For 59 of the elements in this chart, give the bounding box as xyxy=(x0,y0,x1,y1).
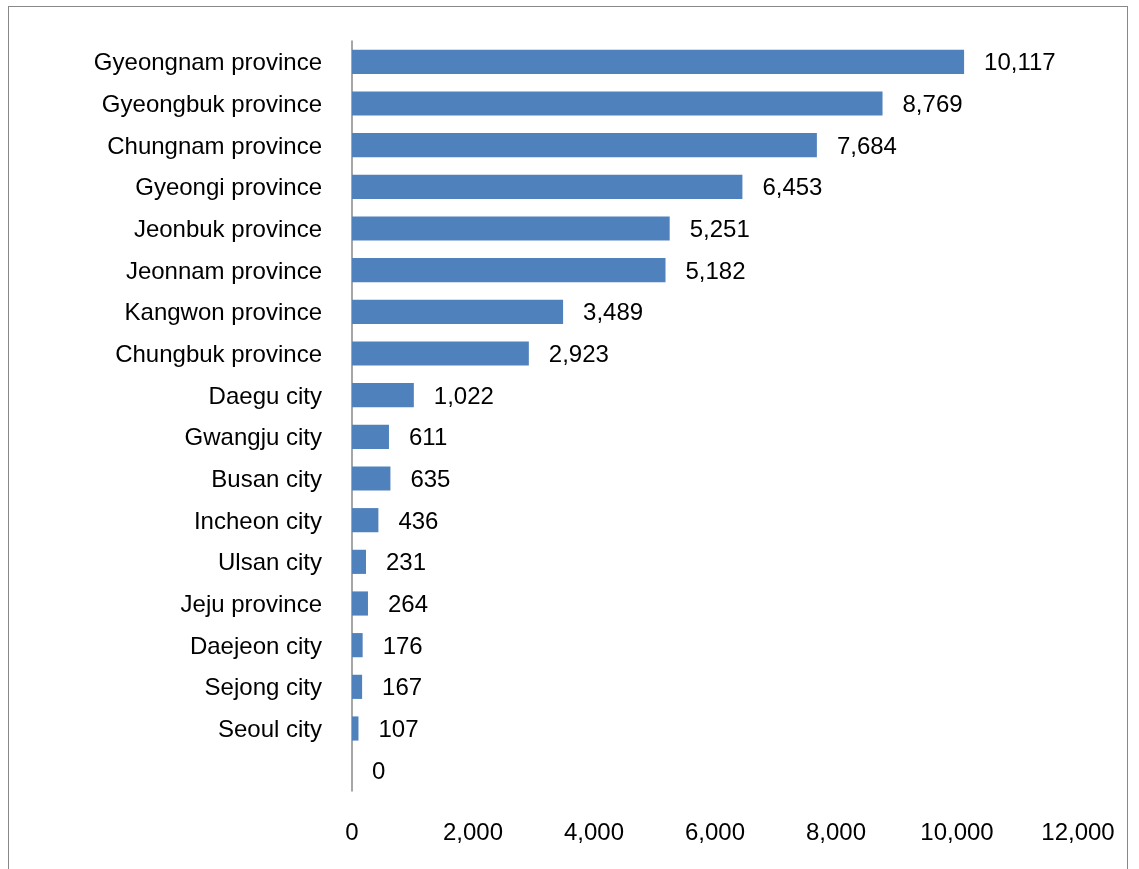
y-tick-label: Gyeongi province xyxy=(135,173,322,201)
data-label: 6,453 xyxy=(762,173,823,201)
y-tick-label: Jeonnam province xyxy=(125,256,322,284)
y-tick-label: Kangwon province xyxy=(124,298,322,326)
bar xyxy=(352,341,529,366)
data-label: 107 xyxy=(378,715,419,742)
y-tick-label: Gyeongbuk province xyxy=(101,90,322,117)
bar xyxy=(352,591,368,616)
y-tick-label: Ulsan city xyxy=(217,548,322,576)
data-label: 8,769 xyxy=(902,90,963,117)
bar xyxy=(352,216,670,241)
data-label: 5,182 xyxy=(685,256,746,284)
data-label: 2,923 xyxy=(548,340,609,367)
data-label: 5,251 xyxy=(689,215,750,242)
data-label: 264 xyxy=(387,590,429,617)
data-label: 1,022 xyxy=(433,381,494,409)
bar xyxy=(352,49,965,74)
x-tick-label: 10,000 xyxy=(920,817,994,845)
data-label: 167 xyxy=(382,673,423,701)
bar xyxy=(352,383,414,408)
x-tick-label: 6,000 xyxy=(684,817,746,845)
data-label: 436 xyxy=(398,506,439,534)
x-tick-label: 2,000 xyxy=(442,817,504,845)
data-label: 7,684 xyxy=(836,131,897,159)
y-tick-label: Gwangju city xyxy=(184,423,322,451)
y-tick-label: Chungnam province xyxy=(107,131,322,159)
y-tick-label: Incheon city xyxy=(193,506,322,534)
data-label: 10,117 xyxy=(984,48,1056,76)
y-tick-label: Chungbuk province xyxy=(115,340,322,367)
bar xyxy=(352,633,363,658)
bar xyxy=(352,258,666,283)
y-tick-label: Jeonbuk province xyxy=(133,215,322,242)
y-tick-label: Gyeongnam province xyxy=(93,48,322,76)
bar xyxy=(352,508,379,533)
bar xyxy=(352,299,564,324)
bar xyxy=(352,716,359,741)
x-tick-label: 0 xyxy=(345,817,359,845)
y-tick-label: Daegu city xyxy=(208,381,322,409)
bar xyxy=(352,174,743,199)
x-tick-label: 4,000 xyxy=(563,817,625,845)
data-label: 176 xyxy=(382,631,423,659)
data-label: 231 xyxy=(385,548,427,576)
bar xyxy=(352,133,817,158)
y-tick-label: Daejeon city xyxy=(189,631,322,659)
data-label: 3,489 xyxy=(583,298,644,326)
bar xyxy=(352,91,883,116)
data-label: 611 xyxy=(408,423,448,451)
bar xyxy=(352,424,389,449)
y-tick-label: Sejong city xyxy=(204,673,322,701)
x-tick-label: 8,000 xyxy=(805,817,867,845)
x-tick-label: 12,000 xyxy=(1041,817,1115,845)
data-label: 0 xyxy=(372,756,386,784)
bar xyxy=(352,466,391,491)
data-label: 635 xyxy=(410,465,451,492)
bar xyxy=(352,549,366,574)
bar xyxy=(352,674,363,699)
y-tick-label: Jeju province xyxy=(180,590,322,617)
y-tick-label: Seoul city xyxy=(217,715,322,742)
y-tick-label: Busan city xyxy=(211,465,322,492)
